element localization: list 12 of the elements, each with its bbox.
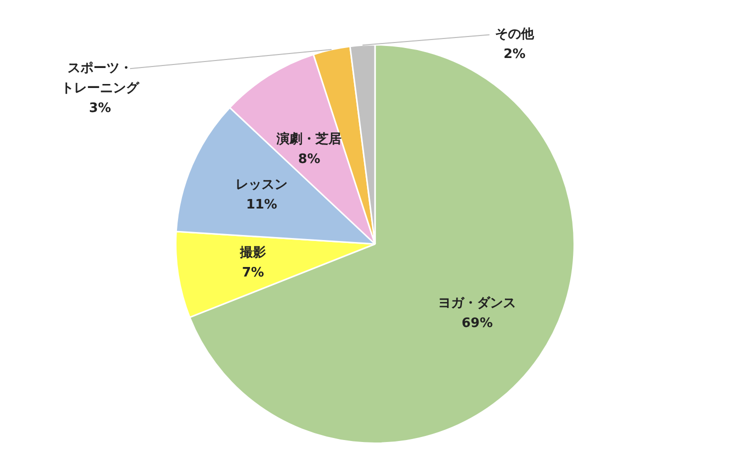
data-label: 2%: [503, 47, 526, 62]
data-label: 7%: [242, 266, 264, 281]
slice-label: その他: [494, 27, 535, 42]
slice-label: 演劇・芝居: [276, 131, 342, 148]
data-label: 8%: [298, 152, 320, 168]
data-label: 69%: [462, 316, 493, 331]
slice-label: スポーツ・トレーニング: [61, 60, 140, 96]
data-label: 3%: [88, 100, 112, 116]
slice-label: ヨガ・ダンス: [438, 296, 516, 311]
slice-label: 撮影: [238, 246, 266, 261]
data-label: 11%: [246, 197, 278, 212]
slice-label: レッスン: [236, 177, 288, 192]
